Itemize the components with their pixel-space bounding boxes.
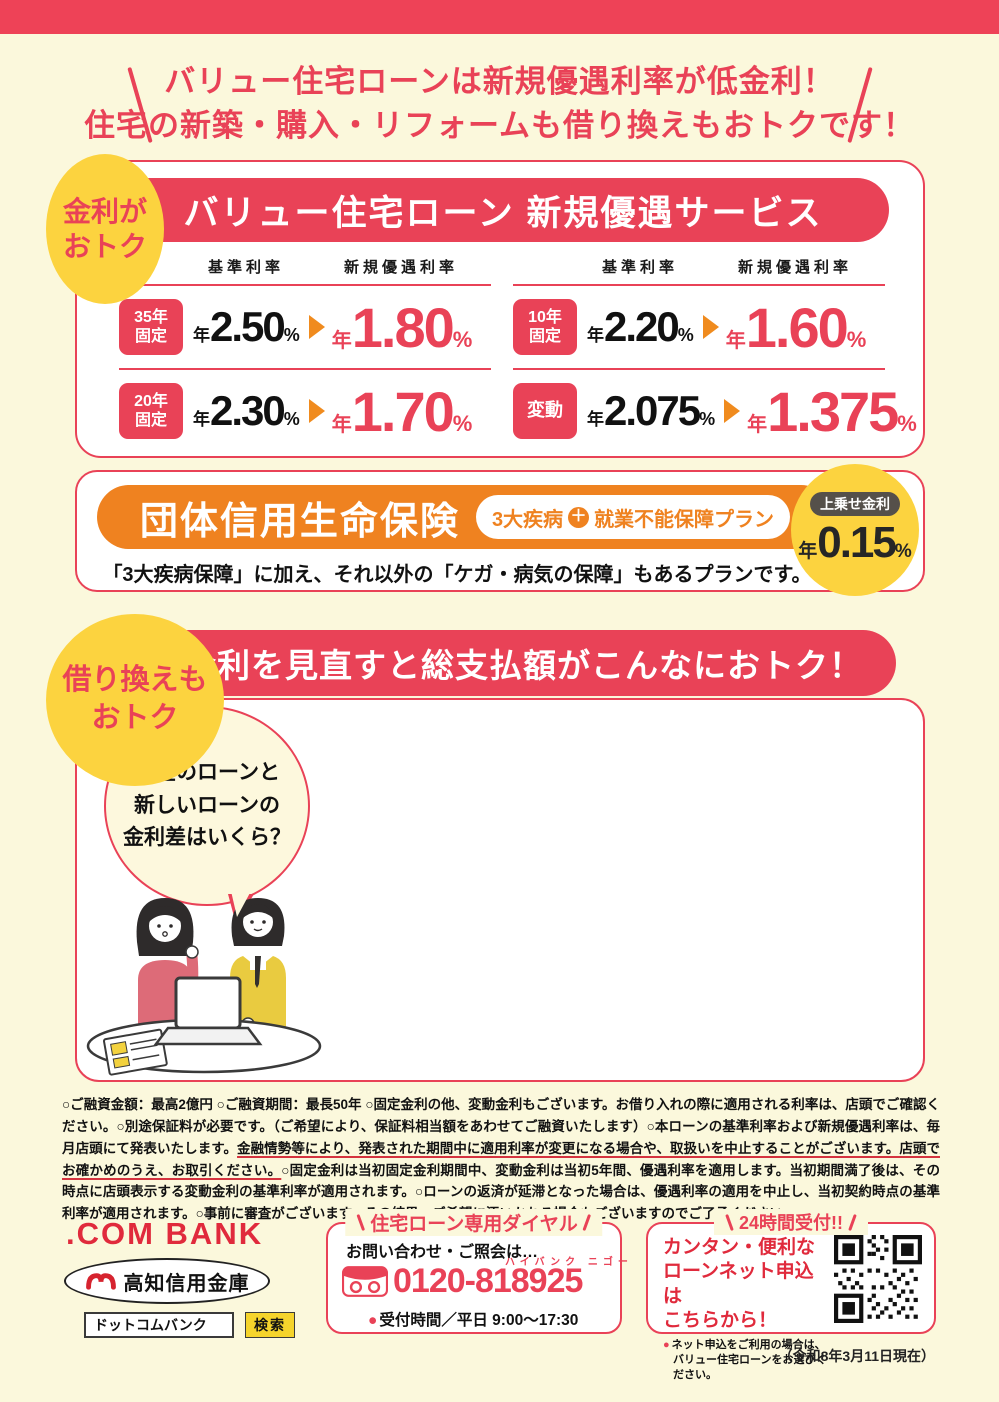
bank-mark-icon [85, 1273, 116, 1290]
insurance-description: 「3大疾病保障」に加え、それ以外の「ケガ・病気の保障」もあるプランです。 [102, 564, 812, 586]
arrow-right-icon [308, 399, 325, 423]
new-rate: 年 1.60% [725, 295, 867, 359]
phone-hours: ● 受付時間／平日 9:00～17:30 [368, 1312, 579, 1329]
qr-code [834, 1235, 922, 1323]
base-rate: 年 2.30% [193, 387, 300, 434]
rate-card-title: バリュー住宅ローン 新規優遇サービス [117, 178, 889, 242]
net-title: カンタン・便利な ローンネット申込は こちらから！ [663, 1237, 816, 1331]
net-application-box: 24時間受付!! カンタン・便利な ローンネット申込は こちらから！ ● ネット申… [646, 1209, 936, 1381]
term-badge: 20年 固定 [119, 383, 183, 439]
phone-row: ハイバンク ニゴー 0120-818925 [342, 1257, 628, 1300]
net-box-header: 24時間受付!! [713, 1209, 869, 1235]
phone-furigana: ハイバンク ニゴー [505, 1257, 633, 1268]
fine-print: ○ご融資金額：最高2億円 ○ご融資期間：最長50年 ○固定金利の他、変動金利もご… [62, 1097, 940, 1222]
new-rate: 年 1.80% [331, 295, 473, 359]
new-rate: 年 1.375% [747, 379, 917, 443]
rate-badge-line2: おトク [62, 231, 147, 262]
header-base-rate: 基準利率 [601, 259, 678, 276]
insurance-plan-pill: 3大疾病 ＋ 就業不能保障プラン [475, 495, 791, 539]
bank-logo-oval: 高知信用金庫 [64, 1258, 270, 1304]
term-badge: 変動 [513, 383, 577, 439]
slash-icon [582, 1213, 592, 1232]
search-input: ドットコムバンク [84, 1312, 234, 1338]
arrow-right-icon [724, 399, 741, 423]
search-button: 検索 [245, 1312, 295, 1338]
refinance-benefit-badge: 借り換えも おトク [46, 614, 224, 786]
base-rate: 年 2.50% [193, 303, 300, 350]
rate-badge-line1: 金利が [62, 196, 147, 227]
slash-icon [848, 1213, 857, 1231]
base-rate: 年 2.20% [587, 303, 694, 350]
bullet-icon: ● [368, 1312, 378, 1329]
arrow-right-icon [308, 315, 325, 339]
fine-print-underlined: 金融情勢等により、発表された期間中に適用利率が変更になる場合や、取扱いを中止する… [62, 1140, 940, 1178]
insurance-title-bar: 団体信用生命保険 3大疾病 ＋ 就業不能保障プラン [97, 485, 833, 549]
new-rate: 年 1.70% [331, 379, 473, 443]
divider [513, 284, 885, 286]
com-bank-logo: .COM BANK [66, 1216, 264, 1251]
rate-benefit-badge: 金利が おトク [46, 154, 164, 304]
refinance-title: 金利を見直すと総支払額がこんなにおトク！ [150, 630, 896, 696]
rate-column-right: 基準利率 新規優遇利率 10年 固定 年 2.20% 年 1.60% [513, 256, 917, 452]
couple-illustration [86, 898, 322, 1076]
rate-row-35y: 35年 固定 年 2.50% 年 1.80% [119, 286, 491, 368]
addon-rate-label: 上乗せ金利 [810, 492, 900, 516]
plus-icon: ＋ [568, 506, 590, 528]
date-note: （令和8年3月11日現在） [778, 1348, 935, 1364]
phone-lead: お問い合わせ・ご照会は… [346, 1244, 539, 1261]
phone-number: 0120-818925 [393, 1262, 583, 1300]
bullet-icon: ● [663, 1339, 670, 1352]
rate-column-left: 基準利率 新規優遇利率 35年 固定 年 2.50% 年 1.80% [119, 256, 491, 452]
search-hint: ドットコムバンク 検索 [84, 1312, 295, 1338]
top-red-bar [0, 0, 999, 34]
freedial-icon [342, 1265, 388, 1297]
slash-icon [725, 1213, 734, 1231]
arrow-right-icon [702, 315, 719, 339]
addon-rate-badge: 上乗せ金利 年 0.15% [791, 464, 919, 596]
term-badge: 10年 固定 [513, 299, 577, 355]
rate-row-20y: 20年 固定 年 2.30% 年 1.70% [119, 370, 491, 452]
base-rate: 年 2.075% [587, 387, 716, 434]
bank-name: 高知信用金庫 [123, 1272, 250, 1295]
slash-icon [356, 1213, 366, 1232]
net-note: ● ネット申込をご利用の場合は、 バリュー住宅ローンをお選びください。 [663, 1339, 827, 1381]
divider [119, 284, 491, 286]
header-base-rate: 基準利率 [207, 259, 284, 276]
rate-row-10y: 10年 固定 年 2.20% 年 1.60% [513, 286, 885, 368]
divider [513, 368, 885, 370]
header-new-rate: 新規優遇利率 [343, 259, 458, 276]
divider [119, 368, 491, 370]
phone-box: 住宅ローン専用ダイヤル お問い合わせ・ご照会は… ハイバンク ニゴー 0120-… [326, 1209, 628, 1334]
header-new-rate: 新規優遇利率 [737, 259, 852, 276]
term-badge: 35年 固定 [119, 299, 183, 355]
insurance-card: 団体信用生命保険 3大疾病 ＋ 就業不能保障プラン 「3大疾病保障」に加え、それ… [75, 470, 925, 592]
phone-box-header: 住宅ローン専用ダイヤル [345, 1209, 603, 1236]
headline-line1: バリュー住宅ローンは新規優遇利率が低金利！ [164, 64, 835, 99]
addon-rate-value: 年 0.15% [798, 518, 912, 567]
rate-row-variable: 変動 年 2.075% 年 1.375% [513, 370, 917, 452]
insurance-title: 団体信用生命保険 [139, 500, 460, 543]
headline-line2: 住宅の新築・購入・リフォームも借り換えもおトクです！ [83, 108, 916, 144]
headline: バリュー住宅ローンは新規優遇利率が低金利！ 住宅の新築・購入・リフォームも借り換… [0, 60, 999, 148]
